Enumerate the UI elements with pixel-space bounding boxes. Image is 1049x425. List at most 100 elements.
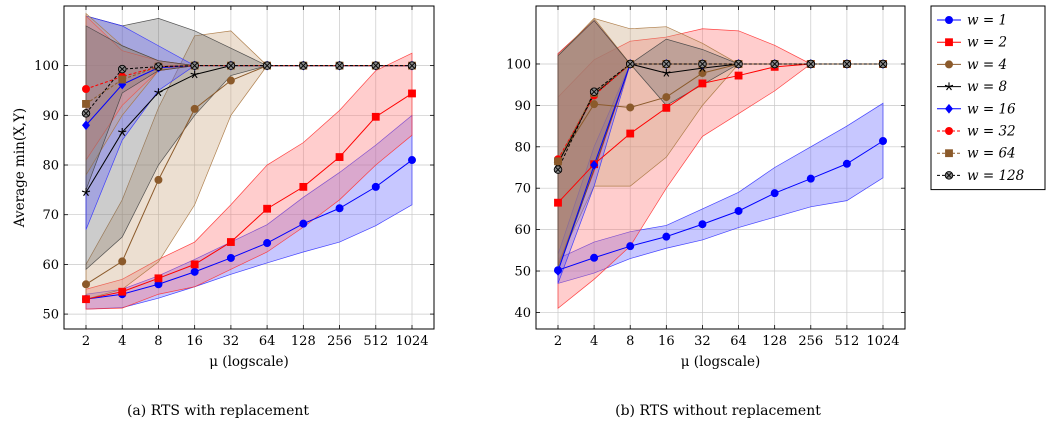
x-tick-label: 8	[626, 334, 634, 349]
legend-marker	[945, 15, 954, 24]
data-point	[662, 93, 671, 102]
legend-label: w = 64	[967, 146, 1016, 162]
data-point	[262, 61, 272, 70]
data-point	[770, 189, 779, 198]
data-point-cross	[119, 66, 126, 73]
x-tick-label: 32	[223, 334, 240, 349]
chart-panel-b: 2 4 8 16 32 64 128 256 512 1024 40 50 60 70 80 90 100 μ (…	[506, 5, 906, 370]
legend-label: w = 4	[967, 57, 1007, 73]
bands	[557, 17, 884, 310]
data-point	[335, 204, 344, 213]
legend-marker-cross	[945, 172, 953, 179]
x-tick-label: 32	[694, 334, 711, 349]
data-point-cross	[300, 62, 307, 69]
legend-label: w = 128	[967, 168, 1025, 184]
ticks: 2 4 8 16 32 64 128 256 512 1024 40 50 60 70 80 90 100	[506, 6, 905, 349]
data-point	[190, 61, 199, 70]
data-point	[879, 136, 888, 145]
data-point	[118, 128, 127, 136]
x-tick-label: 1024	[395, 334, 428, 349]
legend-item: w = 128	[937, 168, 1025, 184]
data-point-cross	[191, 62, 198, 69]
x-tick-label: 128	[291, 334, 316, 349]
x-tick-label: 256	[798, 334, 823, 349]
data-point	[263, 204, 272, 213]
data-point-cross	[699, 60, 706, 67]
data-point	[698, 59, 707, 69]
data-point	[82, 99, 90, 108]
data-point	[299, 61, 308, 70]
series-lines	[85, 65, 413, 300]
data-point	[770, 59, 779, 69]
band-w1	[85, 114, 413, 310]
series-markers	[81, 60, 417, 304]
x-tick-label: 4	[590, 334, 598, 349]
data-point	[626, 129, 635, 138]
series-line	[85, 65, 412, 114]
ticks: 2 4 8 16 32 64 128 256 512 1024 50 60 70 80 90 100	[34, 6, 434, 349]
x-tick-label: 16	[186, 334, 203, 349]
axis-frame	[535, 5, 906, 330]
data-point	[806, 59, 816, 69]
x-tick-label: 1024	[866, 334, 899, 349]
y-tick-label: 40	[514, 306, 531, 321]
data-point	[842, 59, 852, 69]
data-point	[226, 61, 236, 70]
data-point-cross	[663, 60, 670, 67]
data-point	[190, 70, 199, 79]
data-point	[154, 274, 163, 283]
x-tick-label: 128	[762, 334, 787, 349]
data-point	[698, 69, 707, 78]
data-point-cross	[879, 60, 887, 67]
data-point	[371, 61, 381, 70]
bands	[85, 12, 413, 310]
data-point-cross	[336, 62, 343, 69]
legend-marker	[945, 149, 953, 158]
data-point	[590, 160, 599, 170]
data-point-cross	[771, 60, 778, 67]
data-point-cross	[82, 110, 90, 117]
data-point	[82, 84, 91, 93]
data-point-cross	[155, 63, 162, 70]
x-tick-label: 512	[834, 334, 859, 349]
series-markers	[553, 59, 888, 276]
data-point	[82, 295, 90, 304]
legend-item: w = 16	[937, 101, 1016, 117]
legend-item: w = 2	[937, 35, 1007, 51]
data-point-cross	[408, 62, 416, 69]
data-point	[82, 120, 90, 131]
data-point	[662, 103, 671, 112]
data-point	[662, 68, 671, 77]
data-point	[626, 103, 635, 112]
x-tick-label: 256	[327, 334, 352, 349]
data-point	[226, 238, 235, 246]
data-point	[407, 61, 417, 70]
y-tick-label: 60	[42, 258, 59, 273]
caption-a: (a) RTS with replacement	[127, 403, 309, 419]
data-point	[626, 242, 635, 251]
legend-item: w = 64	[937, 146, 1016, 162]
x-tick-label: 512	[363, 334, 388, 349]
y-tick-label: 100	[34, 59, 59, 74]
legend-marker	[945, 38, 953, 47]
data-point-cross	[372, 62, 379, 69]
data-point	[190, 104, 199, 113]
legend-label: w = 1	[967, 13, 1007, 29]
data-point	[734, 71, 743, 80]
data-point	[118, 287, 127, 296]
y-tick-label: 70	[42, 208, 59, 223]
data-point-cross	[264, 62, 271, 69]
x-tick-label: 2	[82, 334, 90, 349]
chart-panel-a: 2 4 8 16 32 64 128 256 512 1024 50 60 70 80 90 100 μ (lo…	[12, 5, 435, 370]
data-point	[335, 153, 344, 161]
data-point	[590, 253, 599, 262]
data-point	[154, 88, 163, 97]
y-tick-label: 80	[42, 159, 59, 174]
data-point	[226, 253, 235, 262]
data-point	[407, 156, 416, 165]
y-tick-label: 70	[514, 182, 531, 197]
caption-b: (b) RTS without replacement	[615, 403, 821, 419]
x-tick-label: 8	[154, 334, 162, 349]
data-point	[81, 188, 91, 197]
